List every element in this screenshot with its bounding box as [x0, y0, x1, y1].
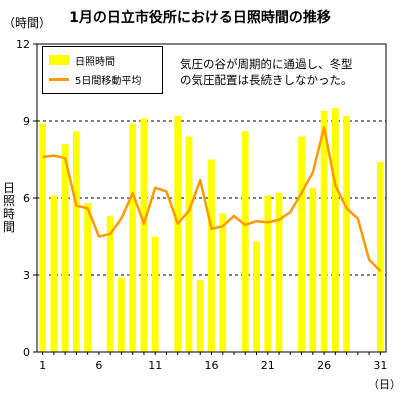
legend-item-moving-average: 5日間移動平均	[49, 72, 142, 87]
bar-day-13	[174, 115, 182, 352]
bar-day-21	[264, 195, 272, 352]
bar-day-22	[275, 192, 283, 352]
y-tick-label-6: 6	[23, 192, 30, 205]
y-tick-label-0: 0	[23, 346, 30, 359]
bar-day-9	[129, 123, 137, 352]
legend-swatch-line	[49, 77, 69, 81]
y-axis-unit: （時間）	[3, 16, 52, 30]
bar-day-17	[219, 213, 227, 352]
bar-day-1	[39, 123, 47, 352]
x-tick-label-1: 1	[39, 359, 46, 372]
y-tick-label-3: 3	[23, 269, 30, 282]
legend-label-moving-average: 5日間移動平均	[75, 75, 142, 87]
bar-day-20	[253, 241, 260, 352]
x-tick-label-21: 21	[261, 359, 275, 372]
chart-annotation: 気圧の谷が周期的に通過し、冬型 の気圧配置は長続きしなかった。	[180, 56, 380, 88]
bar-day-16	[208, 159, 215, 352]
bar-day-25	[309, 187, 317, 352]
annotation-line-1: 気圧の谷が周期的に通過し、冬型	[180, 57, 353, 71]
moving-average-line	[42, 126, 382, 273]
y-tick-label-12: 12	[16, 38, 30, 51]
bar-day-3	[61, 144, 69, 352]
x-tick-label-6: 6	[95, 359, 102, 372]
bar-day-31	[376, 162, 384, 352]
x-tick-label-26: 26	[317, 359, 331, 372]
chart-legend: 日照時間 5日間移動平均	[42, 46, 163, 94]
bar-day-4	[73, 131, 80, 352]
bar-day-14	[185, 136, 193, 352]
bar-day-8	[118, 277, 125, 352]
bar-day-11	[151, 236, 159, 352]
x-tick-label-31: 31	[373, 359, 387, 372]
y-axis-label: 日照時間	[2, 181, 15, 234]
y-tick-label-9: 9	[23, 115, 30, 128]
bar-day-2	[50, 195, 58, 352]
x-tick-label-16: 16	[205, 359, 219, 372]
bar-day-26	[320, 110, 328, 352]
bar-day-10	[140, 118, 148, 352]
legend-label-sunshine: 日照時間	[75, 56, 115, 68]
x-axis-unit: （日）	[368, 378, 400, 391]
bar-day-19	[241, 131, 249, 352]
chart-title: 1月の日立市役所における日照時間の推移	[69, 10, 331, 26]
x-tick-label-11: 11	[148, 359, 162, 372]
bar-day-28	[343, 115, 350, 352]
bar-day-7	[106, 215, 114, 352]
bar-day-27	[331, 108, 339, 353]
bar-day-24	[298, 136, 305, 352]
bar-day-5	[84, 203, 92, 352]
legend-item-sunshine: 日照時間	[49, 53, 115, 68]
bar-day-15	[196, 280, 204, 352]
legend-swatch-bar	[49, 55, 69, 65]
annotation-line-2: の気圧配置は長続きしなかった。	[180, 73, 353, 87]
